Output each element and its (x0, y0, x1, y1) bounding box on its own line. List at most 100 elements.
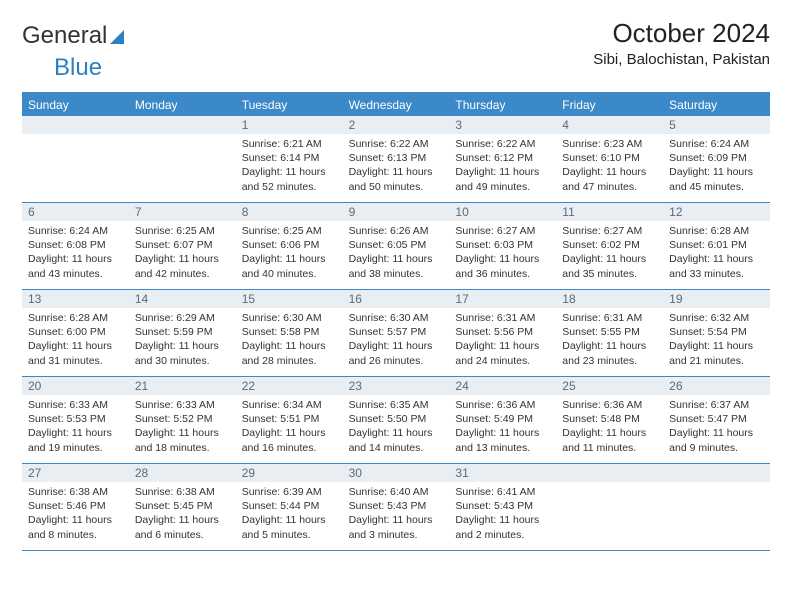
day-cell: 20Sunrise: 6:33 AMSunset: 5:53 PMDayligh… (22, 377, 129, 463)
sunset-line: Sunset: 6:02 PM (562, 238, 657, 252)
sunset-line: Sunset: 5:52 PM (135, 412, 230, 426)
sunrise-line: Sunrise: 6:26 AM (349, 224, 444, 238)
day-number: 12 (663, 203, 770, 221)
day-cell: 8Sunrise: 6:25 AMSunset: 6:06 PMDaylight… (236, 203, 343, 289)
daylight-line: Daylight: 11 hours and 28 minutes. (242, 339, 337, 367)
day-number: 20 (22, 377, 129, 395)
day-cell (663, 464, 770, 550)
day-body: Sunrise: 6:41 AMSunset: 5:43 PMDaylight:… (449, 482, 556, 548)
day-cell: 6Sunrise: 6:24 AMSunset: 6:08 PMDaylight… (22, 203, 129, 289)
sunset-line: Sunset: 6:01 PM (669, 238, 764, 252)
week-row: 27 Sunrise: 6:38 AMSunset: 5:46 PM Dayligh… (22, 464, 770, 551)
sunset-line: Sunset: 6:08 PM (28, 238, 123, 252)
daylight-line: Daylight: 11 hours and 30 minutes. (135, 339, 230, 367)
dow-row: SundayMondayTuesdayWednesdayThursdayFrid… (22, 94, 770, 116)
sunset-line: Sunset: 5:56 PM (455, 325, 550, 339)
sunrise-line: Sunrise: 6:35 AM (349, 398, 444, 412)
sunrise-line: Sunrise: 6:28 AM (669, 224, 764, 238)
day-number: 24 (449, 377, 556, 395)
day-cell: 18Sunrise: 6:31 AMSunset: 5:55 PMDayligh… (556, 290, 663, 376)
week-row: 6Sunrise: 6:24 AMSunset: 6:08 PMDaylight… (22, 203, 770, 290)
daylight-line: Daylight: 11 hours and 19 minutes. (28, 426, 123, 454)
day-number: 21 (129, 377, 236, 395)
sunset-line: Sunset: 5:46 PM (28, 499, 123, 513)
daylight-line: Daylight: 11 hours and 36 minutes. (455, 252, 550, 280)
day-body (129, 134, 236, 194)
day-cell: 23Sunrise: 6:35 AMSunset: 5:50 PMDayligh… (343, 377, 450, 463)
day-body: Sunrise: 6:35 AMSunset: 5:50 PMDaylight:… (343, 395, 450, 461)
sunset-line: Sunset: 5:47 PM (669, 412, 764, 426)
sunset-line: Sunset: 5:58 PM (242, 325, 337, 339)
sunrise-line: Sunrise: 6:25 AM (242, 224, 337, 238)
day-cell: 29Sunrise: 6:39 AMSunset: 5:44 PMDayligh… (236, 464, 343, 550)
day-number: 7 (129, 203, 236, 221)
daylight-line: Daylight: 11 hours and 3 minutes. (349, 513, 444, 541)
day-number: 17 (449, 290, 556, 308)
sunrise-line: Sunrise: 6:29 AM (135, 311, 230, 325)
day-body (663, 482, 770, 542)
day-number: 31 (449, 464, 556, 482)
day-body: Sunrise: 6:30 AMSunset: 5:57 PMDaylight:… (343, 308, 450, 374)
sunrise-line: Sunrise: 6:33 AM (135, 398, 230, 412)
day-number: 30 (343, 464, 450, 482)
sunset-line: Sunset: 5:49 PM (455, 412, 550, 426)
day-body: Sunrise: 6:39 AMSunset: 5:44 PMDaylight:… (236, 482, 343, 548)
day-body: Sunrise: 6:25 AMSunset: 6:06 PMDaylight:… (236, 221, 343, 287)
dow-cell: Monday (129, 94, 236, 116)
sunset-line: Sunset: 6:12 PM (455, 151, 550, 165)
day-body: Sunrise: 6:36 AMSunset: 5:49 PMDaylight:… (449, 395, 556, 461)
sunrise-line: Sunrise: 6:38 AM (28, 485, 123, 499)
daylight-line: Daylight: 11 hours and 13 minutes. (455, 426, 550, 454)
day-number: 9 (343, 203, 450, 221)
day-number: 23 (343, 377, 450, 395)
week-row: 1Sunrise: 6:21 AMSunset: 6:14 PMDaylight… (22, 116, 770, 203)
daylight-line: Daylight: 11 hours and 52 minutes. (242, 165, 337, 193)
dow-cell: Tuesday (236, 94, 343, 116)
day-number: 4 (556, 116, 663, 134)
sunset-line: Sunset: 6:03 PM (455, 238, 550, 252)
day-number: 26 (663, 377, 770, 395)
day-body (556, 482, 663, 542)
calendar-page: General October 2024 Sibi, Balochistan, … (0, 0, 792, 569)
day-number (129, 116, 236, 134)
sunrise-line: Sunrise: 6:31 AM (562, 311, 657, 325)
day-number: 15 (236, 290, 343, 308)
day-number: 5 (663, 116, 770, 134)
day-cell (129, 116, 236, 202)
week-row: 13Sunrise: 6:28 AMSunset: 6:00 PMDayligh… (22, 290, 770, 377)
day-body: Sunrise: 6:25 AMSunset: 6:07 PMDaylight:… (129, 221, 236, 287)
day-cell (556, 464, 663, 550)
sunrise-line: Sunrise: 6:34 AM (242, 398, 337, 412)
title-block: October 2024 Sibi, Balochistan, Pakistan (593, 18, 770, 68)
sunset-line: Sunset: 5:55 PM (562, 325, 657, 339)
day-body: Sunrise: 6:21 AMSunset: 6:14 PMDaylight:… (236, 134, 343, 200)
day-number: 16 (343, 290, 450, 308)
sunrise-line: Sunrise: 6:33 AM (28, 398, 123, 412)
dow-cell: Wednesday (343, 94, 450, 116)
day-number: 19 (663, 290, 770, 308)
sunset-line: Sunset: 6:06 PM (242, 238, 337, 252)
day-body: Sunrise: 6:28 AMSunset: 6:01 PMDaylight:… (663, 221, 770, 287)
daylight-line: Daylight: 11 hours and 11 minutes. (562, 426, 657, 454)
day-body: Sunrise: 6:30 AMSunset: 5:58 PMDaylight:… (236, 308, 343, 374)
day-cell: 5Sunrise: 6:24 AMSunset: 6:09 PMDaylight… (663, 116, 770, 202)
day-cell: 27Sunrise: 6:38 AMSunset: 5:46 PMDayligh… (22, 464, 129, 550)
sunrise-line: Sunrise: 6:31 AM (455, 311, 550, 325)
day-number: 3 (449, 116, 556, 134)
sunset-line: Sunset: 6:10 PM (562, 151, 657, 165)
sunset-line: Sunset: 5:59 PM (135, 325, 230, 339)
day-body: Sunrise: 6:26 AMSunset: 6:05 PMDaylight:… (343, 221, 450, 287)
dow-cell: Sunday (22, 94, 129, 116)
day-cell: 9Sunrise: 6:26 AMSunset: 6:05 PMDaylight… (343, 203, 450, 289)
sunrise-line: Sunrise: 6:22 AM (455, 137, 550, 151)
daylight-line: Daylight: 11 hours and 47 minutes. (562, 165, 657, 193)
daylight-line: Daylight: 11 hours and 45 minutes. (669, 165, 764, 193)
day-body: Sunrise: 6:40 AMSunset: 5:43 PMDaylight:… (343, 482, 450, 548)
dow-cell: Saturday (663, 94, 770, 116)
day-number: 13 (22, 290, 129, 308)
day-number: 27 (22, 464, 129, 482)
day-number: 28 (129, 464, 236, 482)
day-number: 29 (236, 464, 343, 482)
day-cell: 10Sunrise: 6:27 AMSunset: 6:03 PMDayligh… (449, 203, 556, 289)
sunset-line: Sunset: 5:44 PM (242, 499, 337, 513)
